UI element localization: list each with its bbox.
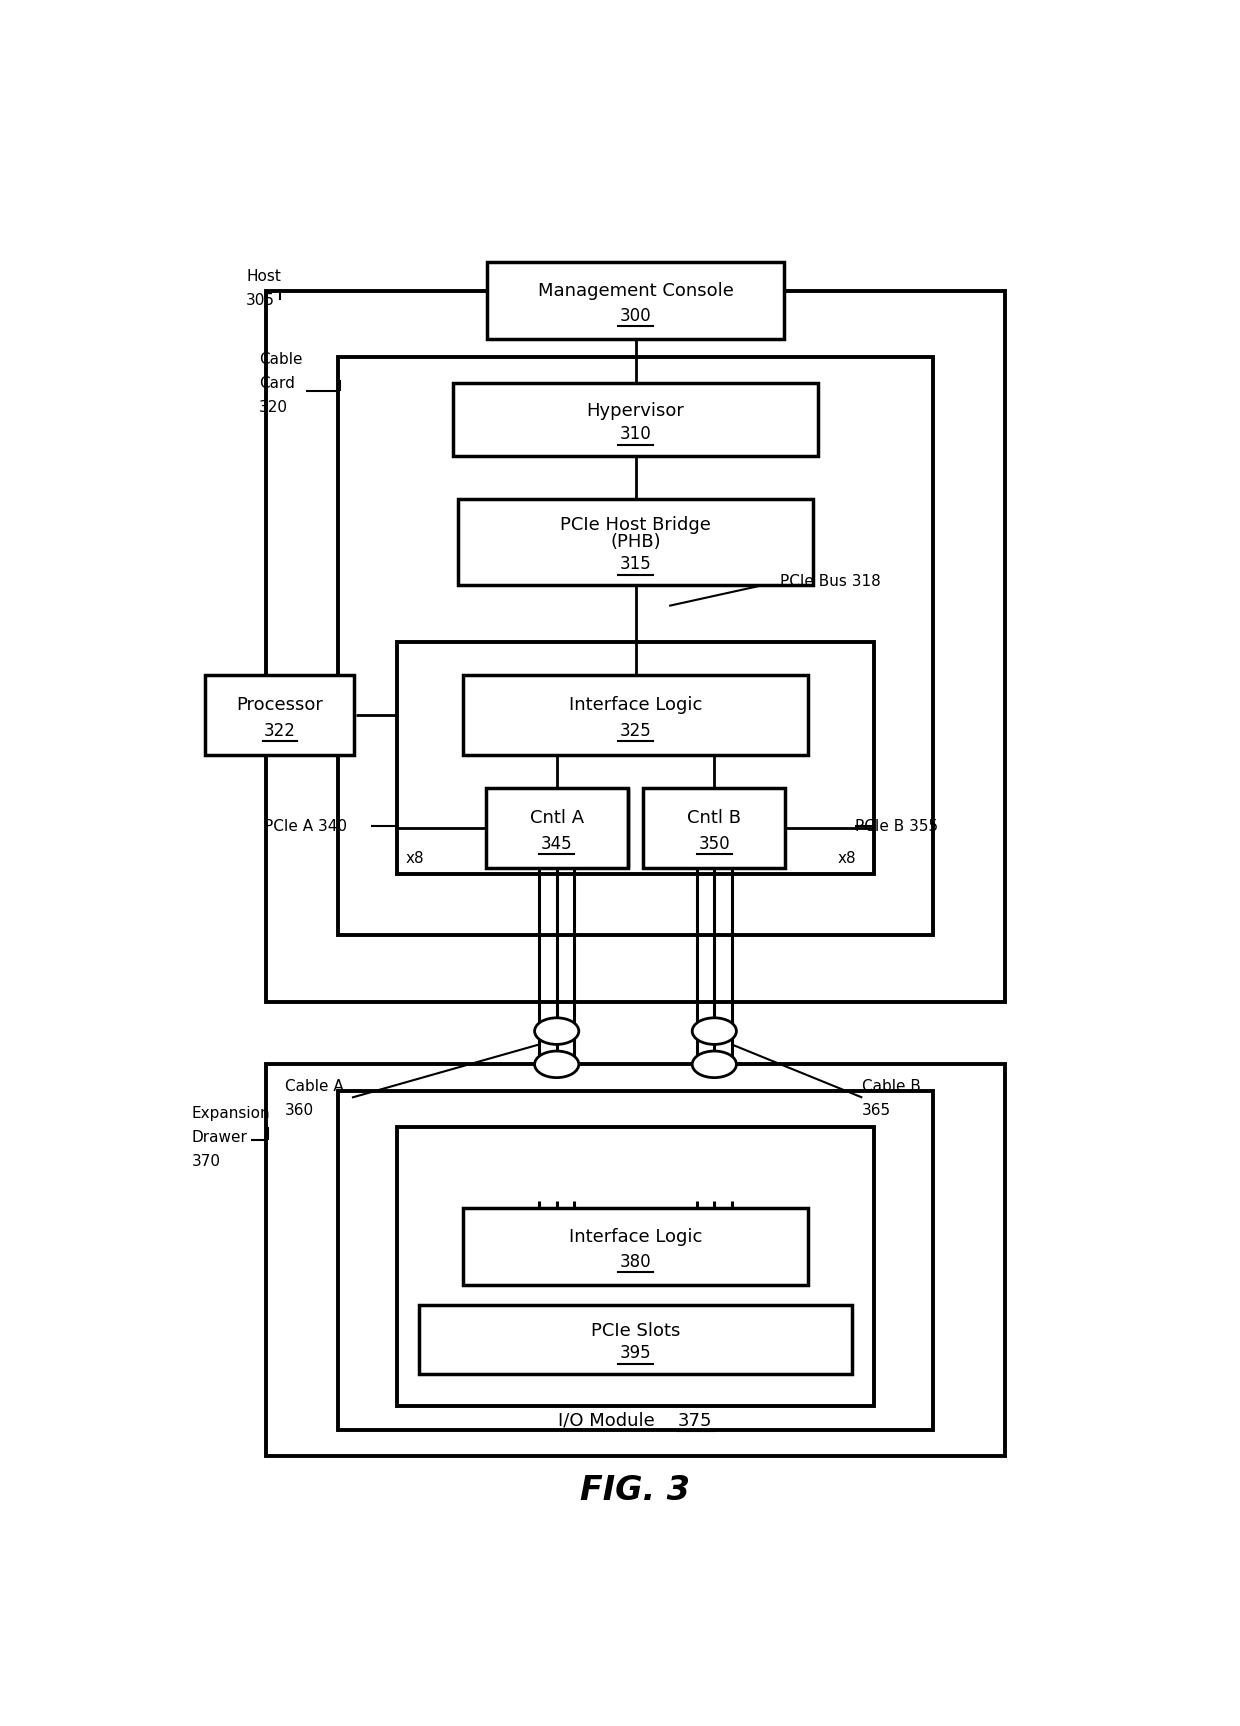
Ellipse shape [534, 1018, 579, 1044]
Text: Drawer: Drawer [191, 1131, 248, 1144]
Text: FIG. 3: FIG. 3 [580, 1474, 691, 1507]
Text: Cable: Cable [259, 352, 303, 368]
Text: 315: 315 [620, 556, 651, 573]
Text: PCIe Host Bridge: PCIe Host Bridge [560, 516, 711, 533]
Text: Interface Logic: Interface Logic [569, 696, 702, 715]
FancyBboxPatch shape [397, 1127, 874, 1407]
Text: 345: 345 [541, 835, 573, 853]
Text: x8: x8 [405, 851, 424, 866]
Text: 375: 375 [678, 1412, 712, 1429]
FancyBboxPatch shape [265, 292, 1006, 1001]
FancyBboxPatch shape [206, 675, 355, 754]
FancyBboxPatch shape [397, 642, 874, 875]
FancyBboxPatch shape [337, 1091, 934, 1429]
Text: Cntl B: Cntl B [687, 809, 742, 827]
Text: 350: 350 [698, 835, 730, 853]
Text: Card: Card [259, 376, 295, 392]
Text: Hypervisor: Hypervisor [587, 402, 684, 419]
Text: x8: x8 [837, 851, 857, 866]
Ellipse shape [692, 1018, 737, 1044]
FancyBboxPatch shape [265, 1065, 1006, 1457]
FancyBboxPatch shape [458, 499, 813, 585]
FancyBboxPatch shape [463, 1208, 808, 1284]
FancyBboxPatch shape [486, 787, 627, 868]
Text: 395: 395 [620, 1345, 651, 1362]
Text: (PHB): (PHB) [610, 533, 661, 551]
Text: Cable B: Cable B [862, 1079, 921, 1094]
FancyBboxPatch shape [486, 262, 785, 338]
Text: 320: 320 [259, 400, 288, 416]
Text: PCIe Slots: PCIe Slots [590, 1322, 681, 1339]
FancyBboxPatch shape [453, 383, 818, 456]
Text: Expansion: Expansion [191, 1106, 270, 1120]
Text: Cntl A: Cntl A [529, 809, 584, 827]
Text: Cable A: Cable A [285, 1079, 343, 1094]
Text: PCIe B 355: PCIe B 355 [854, 818, 937, 834]
Text: PCIe A 340: PCIe A 340 [264, 818, 347, 834]
Ellipse shape [534, 1051, 579, 1077]
FancyBboxPatch shape [419, 1305, 852, 1374]
Text: 360: 360 [285, 1103, 314, 1118]
Text: 370: 370 [191, 1155, 221, 1169]
Text: Host: Host [247, 269, 281, 283]
Text: Interface Logic: Interface Logic [569, 1229, 702, 1246]
FancyBboxPatch shape [463, 675, 808, 754]
Text: 322: 322 [264, 721, 296, 740]
Text: 305: 305 [247, 293, 275, 307]
Text: PCIe Bus 318: PCIe Bus 318 [780, 575, 880, 589]
Text: 300: 300 [620, 307, 651, 324]
Text: 325: 325 [620, 721, 651, 740]
Text: 310: 310 [620, 425, 651, 444]
Text: 365: 365 [862, 1103, 892, 1118]
Text: I/O Module: I/O Module [558, 1412, 655, 1429]
Text: Processor: Processor [237, 696, 324, 715]
Text: 380: 380 [620, 1253, 651, 1270]
FancyBboxPatch shape [644, 787, 785, 868]
Text: Management Console: Management Console [538, 281, 733, 300]
Ellipse shape [692, 1051, 737, 1077]
FancyBboxPatch shape [337, 357, 934, 935]
